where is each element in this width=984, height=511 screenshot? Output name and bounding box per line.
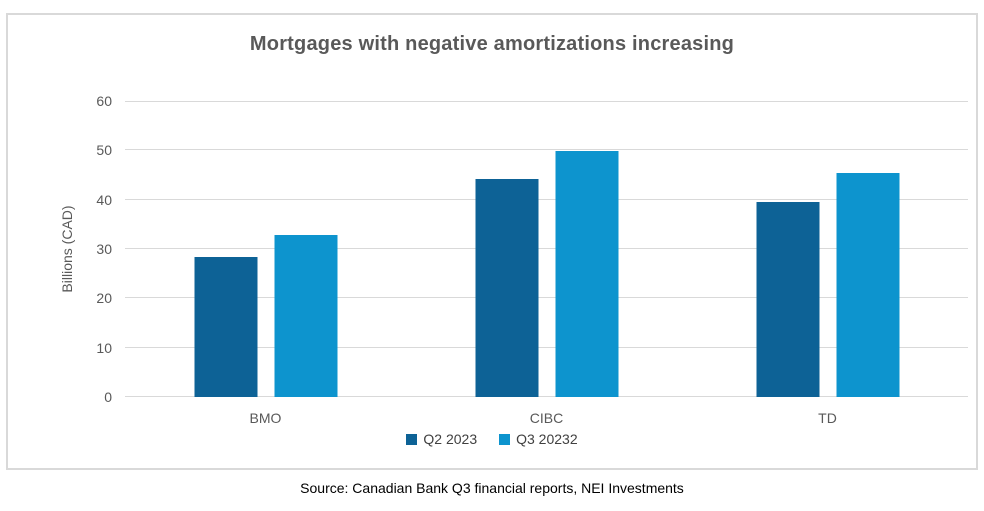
y-tick-label: 0 bbox=[104, 389, 112, 405]
y-tick-label: 30 bbox=[96, 241, 112, 257]
gridline bbox=[125, 248, 968, 249]
gridline bbox=[125, 101, 968, 102]
chart-title: Mortgages with negative amortizations in… bbox=[249, 33, 735, 55]
plot-area bbox=[125, 101, 968, 397]
chart-frame: Mortgages with negative amortizations in… bbox=[6, 13, 978, 470]
bar-group bbox=[756, 172, 899, 397]
bar-group bbox=[475, 151, 618, 397]
bar bbox=[274, 235, 337, 397]
legend-swatch-icon bbox=[406, 433, 418, 445]
bar bbox=[555, 151, 618, 397]
legend-swatch-icon bbox=[499, 433, 511, 445]
x-axis-label: TD bbox=[818, 410, 837, 426]
gridline bbox=[125, 396, 968, 397]
legend-label: Q2 2023 bbox=[423, 431, 478, 447]
y-tick-label: 20 bbox=[96, 290, 112, 307]
gridline bbox=[125, 149, 968, 150]
legend: Q2 2023 Q3 20232 bbox=[8, 431, 976, 447]
bar bbox=[836, 172, 899, 397]
x-axis-label: BMO bbox=[249, 410, 282, 426]
bar-group bbox=[194, 235, 337, 397]
y-tick-label: 50 bbox=[96, 142, 112, 159]
gridline bbox=[125, 297, 968, 298]
x-axis-label: CIBC bbox=[529, 410, 564, 426]
y-tick-label: 40 bbox=[96, 191, 112, 208]
source-text: Source: Canadian Bank Q3 financial repor… bbox=[300, 480, 684, 496]
legend-item: Q3 20232 bbox=[499, 431, 578, 447]
gridline bbox=[125, 199, 968, 200]
y-tick-label: 10 bbox=[96, 339, 112, 356]
bar bbox=[475, 179, 538, 397]
gridline bbox=[125, 347, 968, 348]
bar bbox=[756, 201, 819, 397]
y-tick-label: 60 bbox=[96, 93, 112, 109]
legend-item: Q2 2023 bbox=[406, 431, 477, 447]
bar bbox=[194, 257, 257, 397]
legend-label: Q3 20232 bbox=[516, 431, 578, 447]
